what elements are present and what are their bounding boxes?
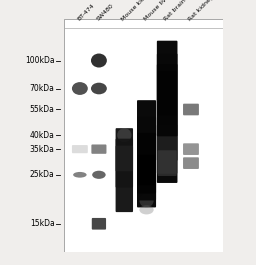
FancyBboxPatch shape [183, 157, 199, 169]
Text: 100kDa: 100kDa [25, 56, 55, 65]
FancyBboxPatch shape [157, 54, 177, 161]
Text: 35kDa: 35kDa [30, 145, 55, 154]
FancyBboxPatch shape [157, 64, 177, 136]
Ellipse shape [72, 82, 88, 95]
Text: 15kDa: 15kDa [30, 219, 55, 228]
FancyBboxPatch shape [92, 218, 106, 229]
FancyBboxPatch shape [158, 150, 177, 176]
Text: BT-474: BT-474 [76, 3, 95, 22]
Text: 55kDa: 55kDa [30, 105, 55, 114]
FancyBboxPatch shape [183, 143, 199, 155]
Ellipse shape [91, 54, 107, 68]
Text: 70kDa: 70kDa [30, 84, 55, 93]
Ellipse shape [91, 83, 107, 94]
Text: Rat brain: Rat brain [164, 0, 187, 22]
Text: 40kDa: 40kDa [30, 131, 55, 140]
FancyBboxPatch shape [137, 133, 156, 193]
FancyBboxPatch shape [157, 125, 177, 174]
Ellipse shape [73, 172, 87, 178]
FancyBboxPatch shape [72, 145, 88, 153]
FancyBboxPatch shape [137, 100, 156, 207]
Text: Mouse kidney: Mouse kidney [121, 0, 155, 22]
Text: SW480: SW480 [95, 3, 114, 22]
Ellipse shape [139, 193, 154, 207]
FancyBboxPatch shape [157, 41, 177, 183]
FancyBboxPatch shape [91, 144, 106, 154]
FancyBboxPatch shape [183, 104, 199, 115]
FancyBboxPatch shape [116, 139, 133, 188]
Ellipse shape [139, 205, 154, 214]
FancyBboxPatch shape [138, 155, 155, 185]
Text: 25kDa: 25kDa [30, 170, 55, 179]
Text: Rat kidney: Rat kidney [187, 0, 215, 22]
FancyBboxPatch shape [116, 146, 133, 171]
FancyBboxPatch shape [64, 19, 223, 252]
FancyBboxPatch shape [137, 117, 156, 200]
FancyBboxPatch shape [158, 71, 177, 115]
FancyBboxPatch shape [116, 128, 133, 212]
Ellipse shape [117, 128, 132, 142]
Text: Mouse liver: Mouse liver [143, 0, 172, 22]
Ellipse shape [92, 171, 106, 179]
